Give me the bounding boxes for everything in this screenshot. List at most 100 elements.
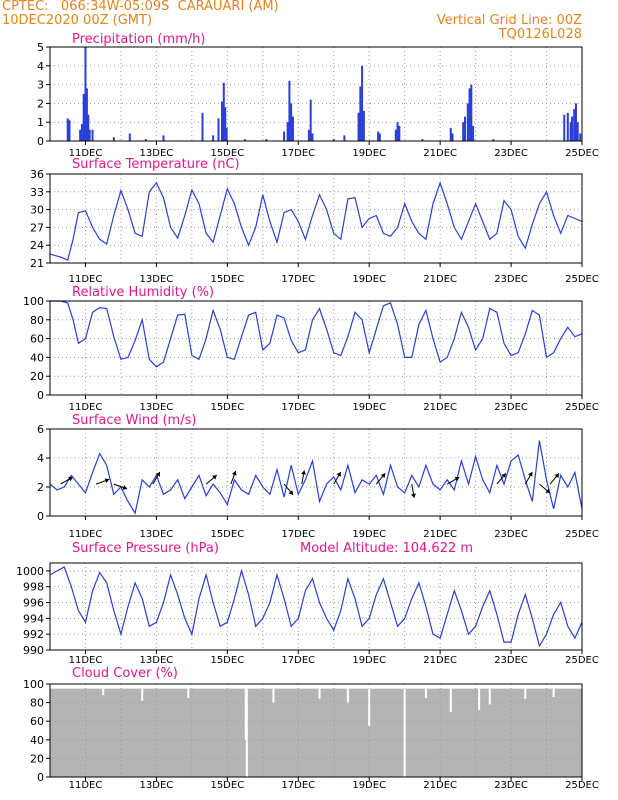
cloud-cover-dip <box>141 688 144 701</box>
plot-frame <box>49 46 583 142</box>
wind-arrow-head <box>554 473 560 479</box>
cloud-cover-panel: 0 20 40 60 80 100 11DEC 13DEC 15DEC 17DEC 19DEC 21D… <box>23 666 599 791</box>
wind-arrow-head <box>380 473 386 479</box>
temperature-panel: 21 24 27 30 33 36 11DEC 13DEC 15DEC 17DEC 19DEC 21D… <box>30 157 599 285</box>
x-tick-label: 17DEC <box>281 274 315 285</box>
y-tick-label: 20 <box>30 370 44 383</box>
precip-bar <box>394 129 397 141</box>
precip-bar <box>398 125 401 141</box>
y-tick-label: 40 <box>30 734 44 747</box>
y-tick-label: 100 <box>23 678 44 691</box>
precip-bar <box>290 103 293 141</box>
precip-bar <box>332 139 335 141</box>
precipitation-panel: 0 1 2 3 4 5 11DEC 13DEC 15DEC 17DEC 19DEC 21DEC 23DE… <box>37 32 599 159</box>
y-tick-label: 27 <box>30 221 44 234</box>
y-tick-label: 994 <box>23 612 44 625</box>
cloud-cover-dip <box>245 688 248 777</box>
cloud-cover-dip <box>346 688 349 703</box>
precip-bar <box>286 122 289 141</box>
x-tick-label: 23DEC <box>494 148 528 159</box>
y-tick-label: 990 <box>23 644 44 657</box>
precip-bar <box>288 80 291 141</box>
cloud-cover-dip <box>424 688 427 698</box>
y-tick-label: 0 <box>37 771 44 784</box>
panel-title: Precipitation (mm/h) <box>72 32 205 47</box>
precip-bar <box>492 139 495 141</box>
y-tick-label: 5 <box>37 41 44 54</box>
plot-frame <box>49 300 583 396</box>
precip-bar <box>573 109 576 141</box>
x-tick-label: 19DEC <box>352 529 386 540</box>
precip-bar <box>162 135 165 141</box>
y-tick-label: 21 <box>30 257 44 270</box>
precip-bar <box>362 110 365 141</box>
y-tick-label: 60 <box>30 333 44 346</box>
precip-bar <box>221 101 224 141</box>
precip-bar <box>144 139 147 141</box>
x-tick-label: 13DEC <box>140 655 174 666</box>
precip-bar <box>68 120 71 141</box>
y-tick-label: 30 <box>30 204 44 217</box>
x-tick-label: 19DEC <box>352 274 386 285</box>
y-tick-label: 100 <box>23 295 44 308</box>
precip-bar <box>222 82 225 141</box>
precip-bar <box>343 135 346 141</box>
precip-bar <box>84 47 87 141</box>
x-tick-label: 25DEC <box>565 148 599 159</box>
y-tick-label: 4 <box>37 60 44 73</box>
x-tick-label: 21DEC <box>423 529 457 540</box>
pressure-panel: 990 992 994 996 998 1000 11DEC 13DEC 15DEC 17DEC 1… <box>16 541 599 666</box>
wind-arrow-head <box>288 490 294 495</box>
y-tick-label: 0 <box>37 510 44 523</box>
x-tick-label: 13DEC <box>140 274 174 285</box>
header-location: CPTEC: 066:34W-05:09S CARAUARI (AM) <box>2 0 279 14</box>
precip-bar <box>291 116 294 141</box>
cloud-cover-dip <box>552 688 555 698</box>
precip-bar <box>91 129 94 141</box>
y-tick-label: 40 <box>30 351 44 364</box>
wind-arrow-head <box>528 471 533 477</box>
precip-bar <box>307 129 310 141</box>
series-line <box>49 440 583 515</box>
x-tick-label: 25DEC <box>565 274 599 285</box>
precip-bar <box>212 135 215 141</box>
x-tick-label: 13DEC <box>140 529 174 540</box>
series-line <box>50 300 583 368</box>
precip-bar <box>579 133 582 141</box>
precip-bar <box>128 133 131 141</box>
x-tick-label: 13DEC <box>140 402 174 413</box>
precip-bar <box>224 107 227 141</box>
wind-arrow-head <box>301 470 307 475</box>
cloud-cover-dip <box>102 688 105 696</box>
precip-bar <box>244 139 247 141</box>
x-tick-label: 25DEC <box>565 529 599 540</box>
precip-bar <box>309 99 312 141</box>
x-tick-label: 15DEC <box>210 402 244 413</box>
y-tick-label: 0 <box>37 135 44 148</box>
x-tick-label: 21DEC <box>423 274 457 285</box>
precip-bar <box>85 88 88 141</box>
x-tick-label: 23DEC <box>494 655 528 666</box>
y-tick-label: 4 <box>37 452 44 465</box>
y-tick-label: 60 <box>30 715 44 728</box>
y-tick-label: 80 <box>30 697 44 710</box>
panel-title: Surface Temperature (nC) <box>72 157 240 172</box>
panel-title: Cloud Cover (%) <box>72 666 178 681</box>
x-tick-label: 15DEC <box>210 655 244 666</box>
x-tick-label: 21DEC <box>423 402 457 413</box>
precip-bar <box>569 122 572 141</box>
wind-arrow-head <box>104 478 110 484</box>
x-tick-label: 21DEC <box>423 148 457 159</box>
panel-title: Surface Pressure (hPa) <box>72 541 219 556</box>
precip-bar <box>82 94 85 141</box>
x-tick-label: 15DEC <box>210 780 244 791</box>
plot-frame <box>49 173 583 264</box>
panel-annotation: Model Altitude: 104.622 m <box>300 541 473 556</box>
precip-bar <box>576 122 579 141</box>
precip-bar <box>201 112 204 141</box>
x-tick-label: 25DEC <box>565 402 599 413</box>
precip-bar <box>378 133 381 141</box>
y-tick-label: 0 <box>37 389 44 402</box>
precip-bar <box>79 129 82 141</box>
